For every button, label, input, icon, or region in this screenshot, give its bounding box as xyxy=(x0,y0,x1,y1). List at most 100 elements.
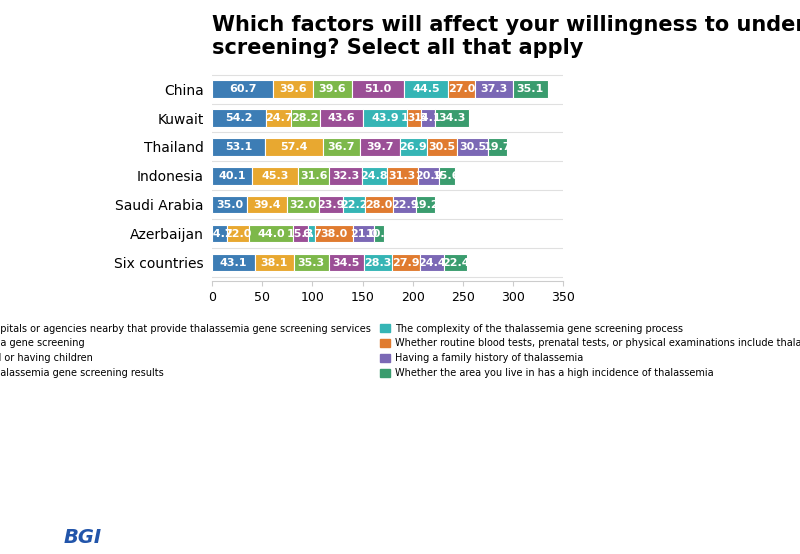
Text: 35.1: 35.1 xyxy=(517,84,544,94)
Text: 53.1: 53.1 xyxy=(225,142,252,152)
Text: 14.7: 14.7 xyxy=(206,229,234,239)
Bar xyxy=(363,254,392,271)
Text: 45.3: 45.3 xyxy=(262,171,289,181)
Bar xyxy=(227,225,249,243)
Text: 10.0: 10.0 xyxy=(366,229,393,239)
Bar xyxy=(266,109,291,127)
Bar xyxy=(448,80,475,98)
Text: 21.0: 21.0 xyxy=(350,229,378,239)
Bar xyxy=(363,109,407,127)
Bar xyxy=(439,167,454,184)
Text: 15.6: 15.6 xyxy=(433,171,461,181)
Bar xyxy=(252,167,298,184)
Text: 35.3: 35.3 xyxy=(298,258,325,268)
Text: 6.7: 6.7 xyxy=(302,229,322,239)
Text: 39.7: 39.7 xyxy=(366,142,394,152)
Bar xyxy=(444,254,467,271)
Text: 43.1: 43.1 xyxy=(220,258,247,268)
Text: 28.0: 28.0 xyxy=(366,200,393,210)
Legend: Whether there are hospitals or agencies nearby that provide thalassemia gene scr: Whether there are hospitals or agencies … xyxy=(0,324,800,378)
Text: 35.0: 35.0 xyxy=(216,200,243,210)
Bar xyxy=(353,80,403,98)
Text: 22.0: 22.0 xyxy=(224,229,251,239)
Bar xyxy=(435,109,470,127)
Text: 32.0: 32.0 xyxy=(289,200,316,210)
Bar xyxy=(329,254,363,271)
Bar xyxy=(212,254,255,271)
Bar xyxy=(255,254,294,271)
Bar xyxy=(342,196,365,213)
Bar xyxy=(360,138,399,156)
Text: 38.1: 38.1 xyxy=(261,258,288,268)
Text: 38.0: 38.0 xyxy=(321,229,348,239)
Bar xyxy=(308,225,315,243)
Text: 34.5: 34.5 xyxy=(333,258,360,268)
Text: 40.1: 40.1 xyxy=(218,171,246,181)
Bar xyxy=(212,167,252,184)
Bar xyxy=(393,196,416,213)
Bar xyxy=(365,196,393,213)
Bar xyxy=(212,109,266,127)
Text: 24.4: 24.4 xyxy=(418,258,446,268)
Text: 22.4: 22.4 xyxy=(442,258,470,268)
Text: 26.9: 26.9 xyxy=(399,142,427,152)
Text: 28.2: 28.2 xyxy=(292,113,319,123)
Bar xyxy=(249,225,293,243)
Bar xyxy=(319,196,342,213)
Bar xyxy=(457,138,488,156)
Text: 57.4: 57.4 xyxy=(280,142,308,152)
Bar xyxy=(330,167,362,184)
Text: 27.9: 27.9 xyxy=(392,258,420,268)
Bar xyxy=(293,225,308,243)
Bar xyxy=(426,138,457,156)
Bar xyxy=(374,225,384,243)
Text: 37.3: 37.3 xyxy=(480,84,507,94)
Bar xyxy=(286,196,319,213)
Text: 44.5: 44.5 xyxy=(412,84,440,94)
Text: 20.9: 20.9 xyxy=(415,171,442,181)
Bar xyxy=(266,138,323,156)
Bar xyxy=(392,254,420,271)
Text: 30.5: 30.5 xyxy=(459,142,486,152)
Bar xyxy=(420,254,444,271)
Text: 60.7: 60.7 xyxy=(229,84,256,94)
Text: 19.2: 19.2 xyxy=(412,200,439,210)
Text: 23.9: 23.9 xyxy=(317,200,345,210)
Text: 22.2: 22.2 xyxy=(340,200,368,210)
Text: 51.0: 51.0 xyxy=(364,84,391,94)
Text: 19.7: 19.7 xyxy=(484,142,511,152)
Bar xyxy=(247,196,286,213)
Bar xyxy=(315,225,354,243)
Text: 39.6: 39.6 xyxy=(318,84,346,94)
Bar xyxy=(354,225,374,243)
Bar xyxy=(319,109,363,127)
Text: 24.7: 24.7 xyxy=(265,113,293,123)
Text: 22.9: 22.9 xyxy=(390,200,418,210)
Text: Which factors will affect your willingness to undergo thalassemia gene
screening: Which factors will affect your willingne… xyxy=(212,15,800,58)
Bar xyxy=(298,167,330,184)
Text: 36.7: 36.7 xyxy=(327,142,355,152)
Bar xyxy=(212,196,247,213)
Bar xyxy=(416,196,435,213)
Text: 39.4: 39.4 xyxy=(253,200,281,210)
Bar xyxy=(399,138,426,156)
Bar xyxy=(291,109,319,127)
Bar xyxy=(386,167,418,184)
Bar xyxy=(475,80,513,98)
Text: 15.3: 15.3 xyxy=(287,229,314,239)
Text: 28.3: 28.3 xyxy=(364,258,391,268)
Bar xyxy=(403,80,448,98)
Bar xyxy=(513,80,548,98)
Text: 54.2: 54.2 xyxy=(226,113,253,123)
Bar xyxy=(362,167,386,184)
Text: 14.1: 14.1 xyxy=(414,113,442,123)
Text: 34.3: 34.3 xyxy=(438,113,466,123)
Text: 43.9: 43.9 xyxy=(371,113,399,123)
Text: 30.5: 30.5 xyxy=(428,142,455,152)
Text: 32.3: 32.3 xyxy=(332,171,359,181)
Text: 43.6: 43.6 xyxy=(327,113,355,123)
Bar xyxy=(418,167,439,184)
Bar xyxy=(212,80,273,98)
Bar xyxy=(421,109,435,127)
Text: 27.0: 27.0 xyxy=(448,84,475,94)
